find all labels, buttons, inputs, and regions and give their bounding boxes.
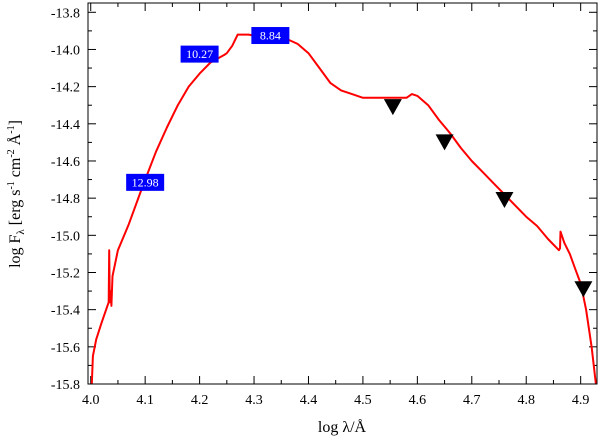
y-label-base: log F: [7, 234, 24, 267]
y-tick-label: -14.2: [51, 81, 80, 96]
marker-group: [383, 99, 593, 298]
annotation-box: [180, 45, 219, 63]
y-tick-label: -15.4: [51, 304, 80, 319]
annotation-label: 10.27: [186, 47, 213, 61]
plot-frame: [87, 2, 598, 385]
annotation-group: 12.98 10.27 8.84: [126, 27, 290, 191]
photometry-triangle-marker: [574, 281, 593, 298]
y-label-sup2: -2: [6, 149, 17, 157]
sed-model-line: [90, 33, 597, 385]
y-label-part2: cm: [7, 157, 24, 181]
x-tick-label: 4.6: [409, 393, 427, 408]
x-axis-label: log λ/Å: [318, 418, 367, 436]
x-tick-label: 4.4: [300, 393, 318, 408]
series-group: [90, 33, 597, 385]
x-tick-label: 4.8: [517, 393, 535, 408]
annotation-label: 12.98: [132, 175, 159, 189]
y-tick-label: -14.8: [51, 192, 80, 207]
x-tick-label: 4.0: [82, 393, 100, 408]
y-label-sub: λ: [15, 229, 27, 235]
y-tick-label: -15.8: [51, 378, 80, 393]
annotation-label: 8.84: [260, 29, 281, 43]
y-tick-label: -15.0: [51, 229, 80, 244]
photometry-triangle-marker: [383, 99, 402, 116]
y-label-sup3: -1: [6, 125, 17, 133]
x-tick-label: 4.5: [354, 393, 372, 408]
y-tick-label: -15.2: [51, 266, 80, 281]
x-tick-label: 4.2: [191, 393, 209, 408]
y-label-part1: [erg s: [7, 190, 24, 230]
photometry-triangle-marker: [495, 192, 514, 209]
y-label-part4: ]: [7, 120, 24, 125]
y-axis-label: log Fλ [erg s-1 cm-2 Å-1]: [6, 120, 27, 268]
y-tick-label: -15.6: [51, 341, 80, 356]
axis-ticks: [88, 3, 597, 385]
photometry-triangle-marker: [435, 134, 454, 151]
x-tick-label: 4.7: [463, 393, 481, 408]
y-label-part3: Å: [6, 133, 24, 149]
annotation-box: [251, 27, 290, 45]
y-label-sup1: -1: [6, 181, 17, 189]
x-tick-label: 4.3: [245, 393, 263, 408]
x-tick-label: 4.9: [572, 393, 590, 408]
tick-labels: 4.0 4.1 4.2 4.3 4.4 4.5 4.6 4.7 4.8 4.9 -13.8 -14.0…: [51, 6, 590, 408]
y-tick-label: -14.0: [51, 43, 80, 58]
y-tick-label: -14.4: [51, 118, 80, 133]
x-tick-label: 4.1: [136, 393, 154, 408]
y-tick-label: -13.8: [51, 6, 80, 21]
y-tick-label: -14.6: [51, 155, 80, 170]
annotation-box: [126, 173, 165, 191]
